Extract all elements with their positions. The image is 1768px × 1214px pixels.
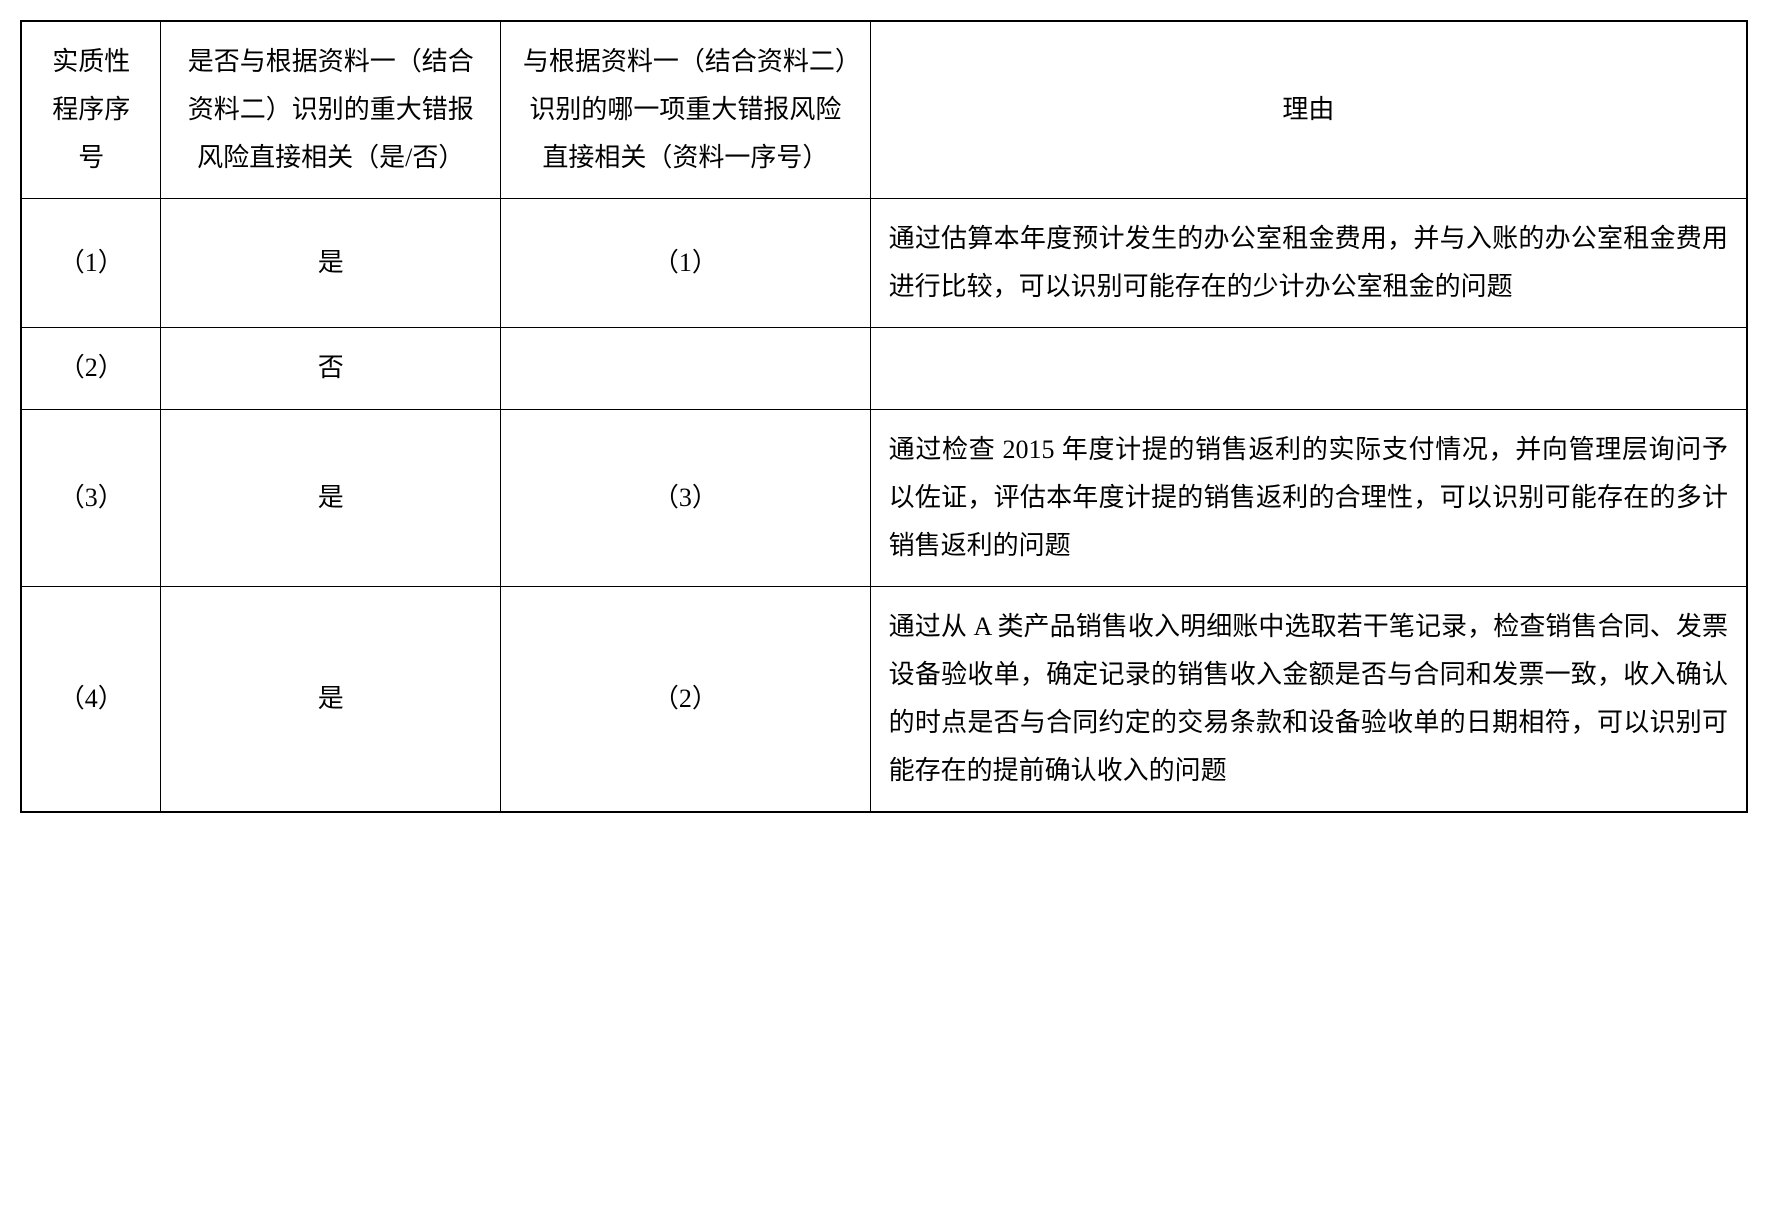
cell-related: 是: [161, 409, 501, 586]
table-row: （3） 是 （3） 通过检查 2015 年度计提的销售返利的实际支付情况，并向管…: [21, 409, 1747, 586]
cell-sequence: （4）: [21, 586, 161, 812]
cell-value: 否: [318, 353, 344, 382]
header-label: 是否与根据资料一（结合资料二）识别的重大错报风险直接相关（是/否）: [188, 47, 474, 172]
cell-risk-ref: （1）: [501, 199, 871, 328]
cell-value: 是: [318, 684, 344, 713]
cell-value: 通过估算本年度预计发生的办公室租金费用，并与入账的办公室租金费用进行比较，可以识…: [889, 224, 1728, 301]
table-row: （1） 是 （1） 通过估算本年度预计发生的办公室租金费用，并与入账的办公室租金…: [21, 199, 1747, 328]
header-reason: 理由: [870, 21, 1747, 199]
header-label: 实质性程序序号: [52, 47, 130, 172]
cell-value: （1）: [59, 248, 124, 277]
cell-sequence: （2）: [21, 328, 161, 409]
cell-value: 通过检查 2015 年度计提的销售返利的实际支付情况，并向管理层询问予以佐证，评…: [889, 435, 1728, 560]
cell-related: 否: [161, 328, 501, 409]
cell-reason: 通过检查 2015 年度计提的销售返利的实际支付情况，并向管理层询问予以佐证，评…: [870, 409, 1747, 586]
cell-value: （2）: [59, 353, 124, 382]
cell-value: （4）: [59, 684, 124, 713]
header-label: 理由: [1282, 95, 1334, 124]
cell-risk-ref: （2）: [501, 586, 871, 812]
cell-value: （3）: [653, 483, 718, 512]
cell-reason: 通过估算本年度预计发生的办公室租金费用，并与入账的办公室租金费用进行比较，可以识…: [870, 199, 1747, 328]
table-header-row: 实质性程序序号 是否与根据资料一（结合资料二）识别的重大错报风险直接相关（是/否…: [21, 21, 1747, 199]
cell-related: 是: [161, 199, 501, 328]
cell-reason: 通过从 A 类产品销售收入明细账中选取若干笔记录，检查销售合同、发票设备验收单，…: [870, 586, 1747, 812]
cell-reason: [870, 328, 1747, 409]
cell-related: 是: [161, 586, 501, 812]
header-related: 是否与根据资料一（结合资料二）识别的重大错报风险直接相关（是/否）: [161, 21, 501, 199]
cell-risk-ref: [501, 328, 871, 409]
header-risk-ref: 与根据资料一（结合资料二）识别的哪一项重大错报风险直接相关（资料一序号）: [501, 21, 871, 199]
cell-sequence: （1）: [21, 199, 161, 328]
cell-value: 是: [318, 483, 344, 512]
cell-value: 通过从 A 类产品销售收入明细账中选取若干笔记录，检查销售合同、发票设备验收单，…: [889, 612, 1728, 785]
cell-sequence: （3）: [21, 409, 161, 586]
table-row: （2） 否: [21, 328, 1747, 409]
cell-value: （3）: [59, 483, 124, 512]
header-sequence: 实质性程序序号: [21, 21, 161, 199]
cell-value: （2）: [653, 684, 718, 713]
cell-value: 是: [318, 248, 344, 277]
table-row: （4） 是 （2） 通过从 A 类产品销售收入明细账中选取若干笔记录，检查销售合…: [21, 586, 1747, 812]
audit-procedures-table: 实质性程序序号 是否与根据资料一（结合资料二）识别的重大错报风险直接相关（是/否…: [20, 20, 1748, 813]
cell-value: （1）: [653, 248, 718, 277]
header-label: 与根据资料一（结合资料二）识别的哪一项重大错报风险直接相关（资料一序号）: [523, 47, 848, 172]
cell-risk-ref: （3）: [501, 409, 871, 586]
